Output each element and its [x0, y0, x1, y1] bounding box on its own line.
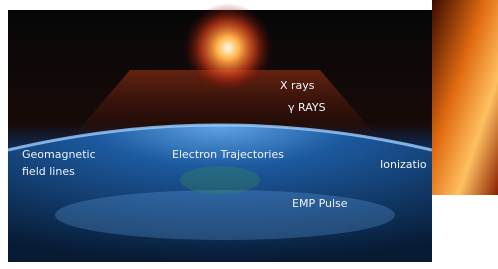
electron-trajectories: [180, 166, 260, 194]
label: Ionizatio: [380, 158, 427, 171]
label: γ RAYS: [288, 101, 326, 114]
label: EMP Pulse: [292, 197, 348, 210]
explosion: [183, 3, 273, 93]
label: Electron Trajectories: [172, 148, 284, 161]
diagram: X rays γ RAYS Geomagnetic field lines El…: [0, 0, 498, 269]
label: X rays: [280, 79, 315, 92]
label: field lines: [22, 165, 75, 178]
label: Geomagnetic: [22, 148, 96, 161]
inset-image: [432, 0, 498, 195]
